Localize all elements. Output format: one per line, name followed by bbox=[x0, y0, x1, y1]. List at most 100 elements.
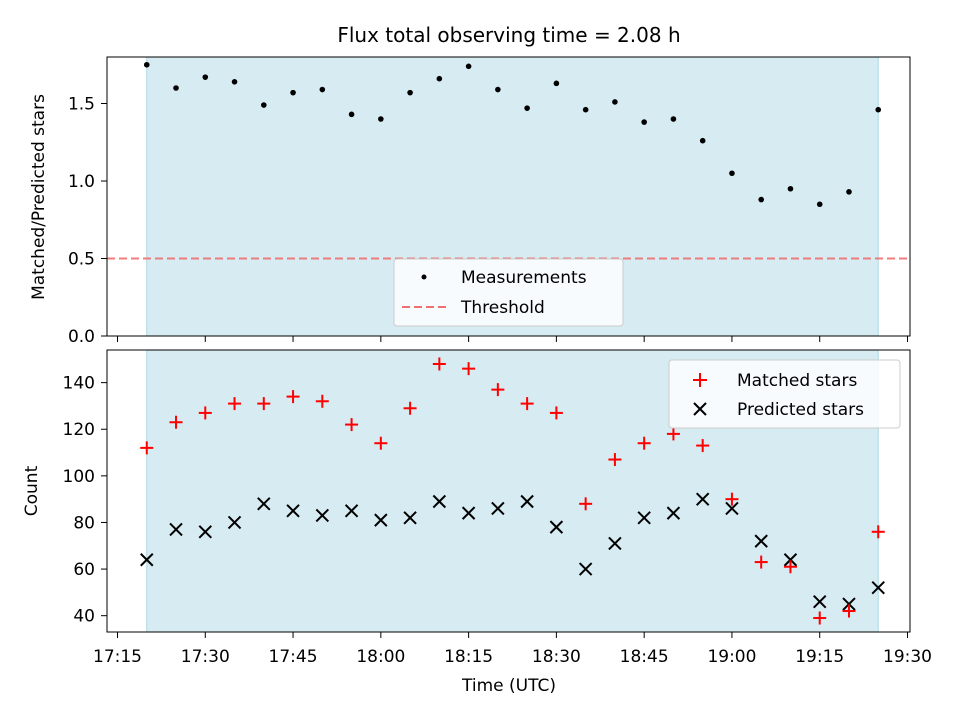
matched-stars-point bbox=[608, 453, 622, 467]
measurement-point bbox=[260, 102, 267, 108]
predicted-stars-point bbox=[725, 501, 739, 516]
matched-stars-point bbox=[374, 436, 388, 450]
y-tick-label: 0.0 bbox=[68, 327, 95, 347]
bottom-x-ticks: 17:15 17:30 17:45 18:00 18:15 18:30 18:45 19:00… bbox=[93, 632, 932, 667]
x-tick-label: 18:45 bbox=[620, 647, 669, 667]
matched-stars-point bbox=[842, 604, 856, 618]
y-tick-label: 1.0 bbox=[68, 172, 95, 192]
bottom-y-ticks: 40 60 80 100 120 140 bbox=[63, 374, 107, 627]
predicted-stars-point bbox=[140, 553, 154, 567]
measurement-points bbox=[143, 61, 882, 208]
predicted-stars-point bbox=[871, 581, 885, 595]
legend-threshold-label: Threshold bbox=[460, 298, 545, 318]
matched-stars-point bbox=[666, 427, 680, 441]
measurement-point bbox=[436, 75, 443, 82]
matched-stars-point bbox=[315, 394, 329, 408]
measurement-point bbox=[612, 99, 618, 105]
x-tick-label: 17:45 bbox=[269, 647, 318, 667]
measurement-point bbox=[465, 63, 472, 70]
matched-stars-point bbox=[403, 401, 417, 415]
matched-stars-point bbox=[198, 406, 212, 420]
top-legend: Measurements Threshold bbox=[393, 258, 624, 327]
predicted-stars-point bbox=[578, 562, 593, 576]
legend-measurements-label: Measurements bbox=[461, 268, 587, 288]
measurement-point bbox=[846, 189, 852, 195]
measurement-point bbox=[173, 85, 179, 91]
predicted-stars-point bbox=[608, 536, 622, 551]
predicted-stars-point bbox=[403, 511, 417, 525]
legend-matched-marker bbox=[693, 373, 707, 387]
legend-matched-label: Matched stars bbox=[737, 371, 857, 391]
predicted-stars-point bbox=[374, 513, 388, 527]
measurement-point bbox=[816, 201, 823, 208]
measurement-point bbox=[699, 137, 706, 144]
predicted-stars-point bbox=[666, 506, 681, 520]
measurement-point bbox=[641, 119, 647, 125]
y-tick-label: 120 bbox=[63, 420, 95, 440]
predicted-stars-point bbox=[637, 511, 651, 525]
y-tick-label: 80 bbox=[73, 513, 95, 533]
predicted-stars-point bbox=[754, 534, 768, 548]
top-y-ticks: 0.0 0.5 1.0 1.5 bbox=[68, 95, 107, 347]
predicted-stars-point bbox=[315, 508, 330, 523]
matched-stars-point bbox=[696, 439, 710, 453]
matched-stars-point bbox=[140, 441, 154, 455]
measurement-point bbox=[670, 116, 677, 122]
predicted-stars-point bbox=[695, 492, 710, 506]
x-tick-label: 18:30 bbox=[532, 647, 581, 667]
bottom-y-axis-label: Count bbox=[22, 465, 42, 516]
y-tick-label: 60 bbox=[73, 560, 95, 580]
bottom-panel: 40 60 80 100 120 140 17:15 17:30 17:45 18:00 18:1… bbox=[22, 349, 932, 667]
matched-stars-point bbox=[637, 436, 651, 450]
matched-stars-point bbox=[813, 611, 827, 625]
matched-stars-point bbox=[549, 406, 563, 420]
bottom-legend: Matched stars Predicted stars bbox=[668, 359, 901, 429]
x-tick-label: 18:15 bbox=[444, 647, 493, 667]
measurement-point bbox=[582, 106, 589, 113]
measurement-point bbox=[407, 89, 413, 96]
chart-title: Flux total observing time = 2.08 h bbox=[337, 23, 680, 47]
x-tick-label: 17:30 bbox=[181, 647, 230, 667]
top-panel: 0.0 0.5 1.0 1.5 Measurements Threshold Matc… bbox=[29, 56, 911, 347]
matched-stars-point bbox=[228, 397, 242, 411]
measurement-point bbox=[319, 86, 326, 93]
legend-predicted-label: Predicted stars bbox=[737, 400, 864, 420]
predicted-stars-point bbox=[491, 501, 505, 516]
predicted-stars-point bbox=[169, 522, 183, 537]
top-legend-box bbox=[393, 258, 624, 327]
predicted-stars-point bbox=[257, 497, 271, 511]
predicted-stars-point bbox=[227, 515, 242, 530]
y-tick-label: 1.5 bbox=[68, 95, 95, 115]
x-tick-label: 19:30 bbox=[883, 647, 932, 667]
measurement-point bbox=[202, 74, 209, 80]
x-tick-label: 19:15 bbox=[795, 647, 844, 667]
legend-measurements-marker bbox=[421, 274, 427, 280]
matched-stars-point bbox=[871, 525, 885, 539]
predicted-stars-point bbox=[198, 525, 212, 539]
predicted-stars-point bbox=[549, 520, 564, 534]
predicted-stars-point bbox=[520, 494, 534, 509]
predicted-stars-point bbox=[432, 494, 447, 509]
predicted-stars-point bbox=[783, 553, 798, 567]
predicted-stars-point bbox=[461, 506, 476, 520]
legend-predicted-marker bbox=[693, 402, 707, 416]
measurement-point bbox=[348, 111, 355, 118]
measurement-point bbox=[553, 80, 560, 87]
measurement-point bbox=[729, 170, 735, 177]
x-axis-label: Time (UTC) bbox=[461, 676, 556, 696]
matched-stars-point bbox=[462, 362, 476, 376]
bottom-legend-box bbox=[668, 359, 901, 429]
matched-stars-point bbox=[725, 492, 739, 506]
matched-stars-point bbox=[754, 555, 768, 569]
y-tick-label: 40 bbox=[73, 607, 95, 627]
measurement-point bbox=[524, 105, 530, 111]
matched-stars-point bbox=[169, 415, 183, 429]
matched-stars-point bbox=[345, 418, 359, 432]
top-y-axis-label: Matched/Predicted stars bbox=[29, 94, 49, 300]
matched-stars-point bbox=[520, 397, 534, 411]
y-tick-label: 100 bbox=[63, 467, 95, 487]
bottom-plot-frame bbox=[106, 349, 911, 633]
matched-stars-point bbox=[432, 357, 446, 371]
matched-stars-point bbox=[257, 397, 271, 411]
